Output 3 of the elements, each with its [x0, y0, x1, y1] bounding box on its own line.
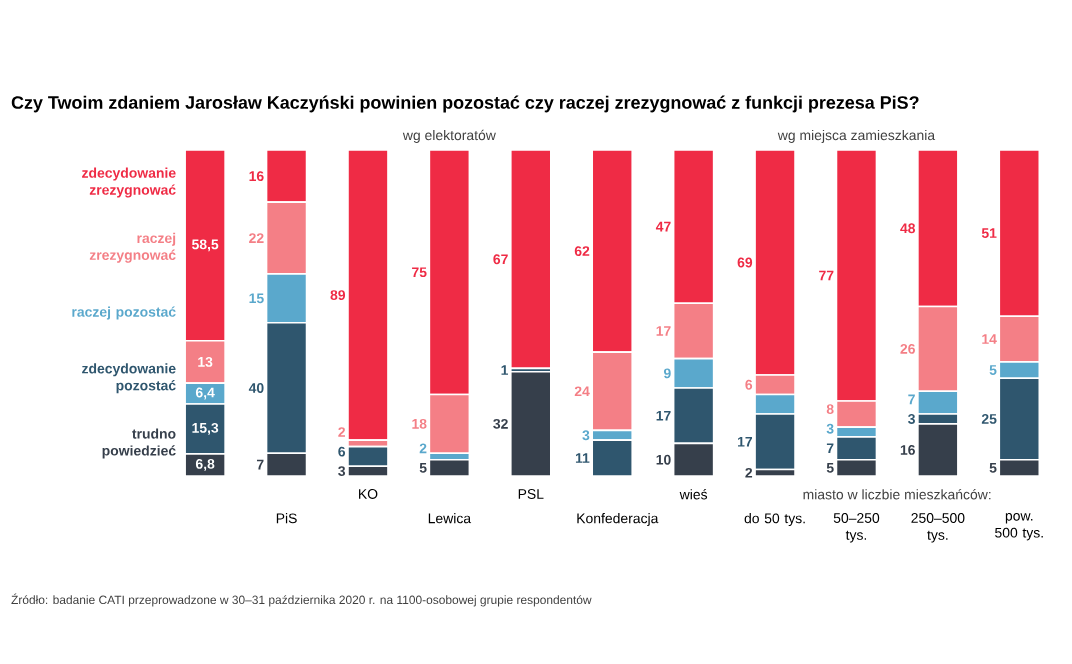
bar: [428, 458, 471, 477]
bar: [347, 149, 389, 441]
chart-title: Czy Twoim zdaniem Jarosław Kaczyński powinien pozostać czy raczej zrezygnować z funkcji prezesa PiS?: [11, 95, 919, 113]
